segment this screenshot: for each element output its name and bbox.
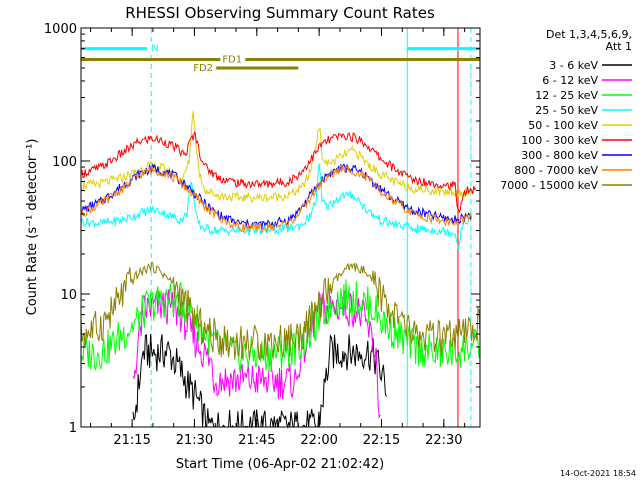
plot-frame: [80, 27, 481, 428]
flag-label-bg-2: [191, 61, 217, 74]
legend-label-6: 300 - 800 keV: [521, 149, 598, 162]
flag-label-bg-0: [149, 41, 161, 54]
legend-label-4: 50 - 100 keV: [528, 119, 598, 132]
y-tick-label-0: 1: [69, 421, 77, 436]
legend: Det 1,3,4,5,6,9,Att 1 3 - 6 keV 6 - 12 keV…: [500, 28, 632, 192]
x-tick-label-5: 22:30: [425, 433, 462, 448]
x-tick-label-0: 21:15: [113, 433, 150, 448]
y-axis-label: Count Rate (s⁻¹ detector⁻¹): [25, 139, 40, 316]
x-tick-label-3: 22:00: [300, 433, 337, 448]
legend-label-2: 12 - 25 keV: [535, 89, 598, 102]
x-tick-label-2: 21:45: [238, 433, 275, 448]
legend-label-8: 7000 - 15000 keV: [500, 179, 598, 192]
series-line-3: [80, 163, 472, 249]
y-axis: 1 10 100 1000: [44, 22, 480, 436]
series-line-7: [80, 165, 473, 234]
flag-label-0: N: [151, 44, 158, 55]
series-line-2: [80, 279, 481, 373]
y-tick-label-3: 1000: [44, 22, 77, 37]
legend-label-3: 25 - 50 keV: [535, 104, 598, 117]
x-axis: 21:15 21:30 21:45 22:00 22:15 22:30: [90, 28, 466, 448]
legend-header-0: Det 1,3,4,5,6,9,: [546, 28, 632, 41]
flag-label-bg-1: [220, 52, 246, 65]
y-tick-label-1: 10: [60, 288, 77, 303]
x-tick-label-1: 21:30: [176, 433, 213, 448]
flag-label-2: FD2: [193, 63, 213, 74]
legend-label-5: 100 - 300 keV: [521, 134, 598, 147]
series-lines: [80, 110, 481, 429]
series-line-5: [80, 131, 477, 214]
legend-label-7: 800 - 7000 keV: [514, 164, 598, 177]
date-stamp: 14-Oct-2021 18:54: [560, 469, 636, 478]
series-line-8: [80, 261, 481, 361]
legend-header-1: Att 1: [606, 40, 632, 53]
x-tick-label-4: 22:15: [363, 433, 400, 448]
legend-label-1: 6 - 12 keV: [542, 74, 598, 87]
chart-title: RHESSI Observing Summary Count Rates: [125, 4, 435, 22]
flag-label-1: FD1: [222, 54, 242, 65]
legend-label-0: 3 - 6 keV: [549, 59, 598, 72]
y-tick-label-2: 100: [52, 155, 77, 170]
x-axis-label: Start Time (06-Apr-02 21:02:42): [176, 457, 384, 472]
flag-bars: N FD1 FD2: [81, 41, 480, 74]
plot-decorations: [150, 28, 472, 427]
